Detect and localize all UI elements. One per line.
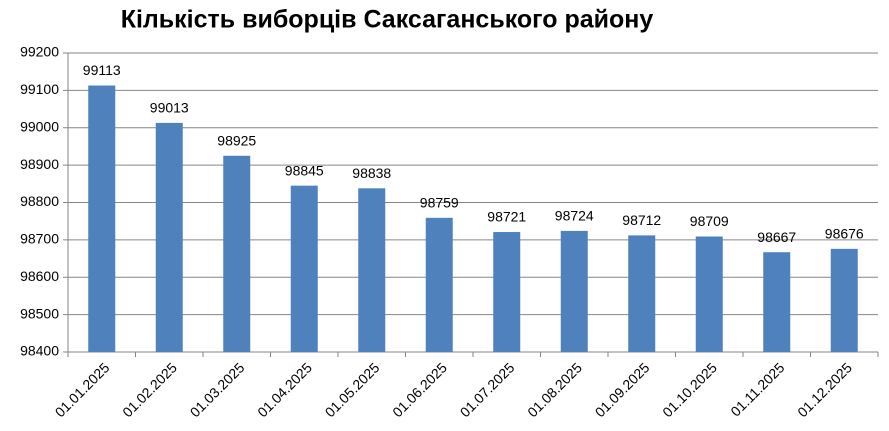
x-tick-label: 01.06.2025 [389, 359, 450, 420]
data-label: 98712 [622, 212, 661, 228]
bar [290, 185, 318, 352]
y-tick-label: 98500 [20, 305, 59, 321]
x-tick-label: 01.12.2025 [794, 359, 855, 420]
x-tick-label: 01.10.2025 [659, 359, 720, 420]
data-label: 99013 [150, 100, 189, 116]
y-tick-label: 98400 [20, 343, 59, 359]
data-label: 98721 [487, 209, 526, 225]
bar [223, 155, 251, 352]
data-label: 98667 [757, 229, 796, 245]
x-tick-label: 01.11.2025 [727, 359, 787, 419]
bar [628, 235, 656, 352]
data-label: 98759 [420, 195, 459, 211]
bar [493, 232, 521, 352]
y-tick-label: 99000 [20, 118, 59, 134]
y-tick-label: 99200 [20, 44, 59, 60]
y-tick-label: 98600 [20, 268, 59, 284]
data-label: 98845 [285, 162, 324, 178]
bar [560, 230, 588, 352]
bar [830, 248, 858, 352]
x-tick-label: 01.04.2025 [254, 359, 315, 420]
x-tick-label: 01.01.2025 [52, 359, 113, 420]
x-tick-label: 01.03.2025 [187, 359, 248, 420]
data-label: 98838 [352, 165, 391, 181]
y-tick-label: 98900 [20, 156, 59, 172]
x-tick-label: 01.07.2025 [457, 359, 518, 420]
y-tick-label: 98700 [20, 231, 59, 247]
y-tick-label: 98800 [20, 193, 59, 209]
bar [425, 217, 453, 352]
bar [155, 122, 183, 352]
x-tick-label: 01.08.2025 [524, 359, 585, 420]
bar [358, 188, 386, 352]
data-label: 98676 [825, 226, 864, 242]
data-label: 98925 [217, 132, 256, 148]
data-label: 99113 [83, 62, 121, 78]
bar [88, 85, 116, 353]
x-tick-label: 01.09.2025 [592, 359, 653, 420]
y-tick-label: 99100 [20, 81, 59, 97]
data-label: 98709 [690, 213, 729, 229]
x-tick-label: 01.02.2025 [119, 359, 180, 420]
data-label: 98724 [555, 208, 594, 224]
bar [763, 252, 791, 352]
chart-title: Кількість виборців Саксаганського району [121, 6, 654, 34]
x-tick-label: 01.05.2025 [322, 359, 383, 420]
bar [695, 236, 723, 352]
